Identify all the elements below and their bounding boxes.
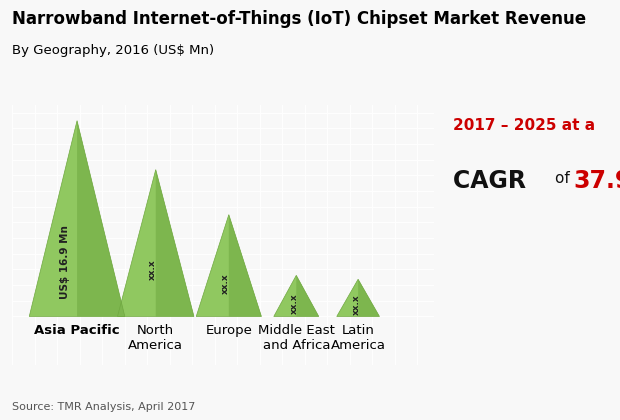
Polygon shape [29,121,125,316]
Text: 37.9%: 37.9% [573,168,620,193]
Text: Europe: Europe [205,324,252,337]
Text: xx.x: xx.x [290,293,298,314]
Polygon shape [337,279,379,316]
Text: xx.x: xx.x [148,259,156,280]
Polygon shape [229,215,262,316]
Text: Middle East
and Africa: Middle East and Africa [258,324,335,352]
Polygon shape [156,170,194,316]
Polygon shape [358,279,379,316]
Polygon shape [196,215,262,316]
Text: xx.x: xx.x [352,294,360,315]
Polygon shape [274,276,319,316]
Text: Asia Pacific: Asia Pacific [34,324,120,337]
Text: 2017 – 2025 at a: 2017 – 2025 at a [453,118,595,134]
Text: Source: TMR Analysis, April 2017: Source: TMR Analysis, April 2017 [12,402,196,412]
Text: xx.x: xx.x [221,273,230,294]
Text: By Geography, 2016 (US$ Mn): By Geography, 2016 (US$ Mn) [12,44,215,57]
Text: US$ 16.9 Mn: US$ 16.9 Mn [60,225,70,299]
Text: of: of [555,171,575,186]
Polygon shape [296,276,319,316]
Polygon shape [118,170,194,316]
Text: North
America: North America [128,324,184,352]
Text: CAGR: CAGR [453,168,534,193]
Polygon shape [77,121,125,316]
Text: Narrowband Internet-of-Things (IoT) Chipset Market Revenue: Narrowband Internet-of-Things (IoT) Chip… [12,10,587,29]
Text: Latin
America: Latin America [330,324,386,352]
